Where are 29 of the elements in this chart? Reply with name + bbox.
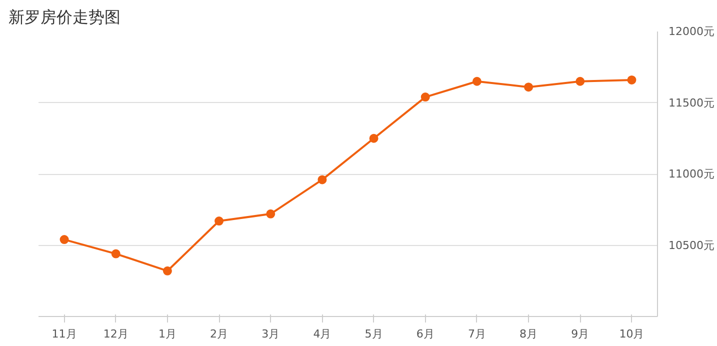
- point: [420, 92, 430, 102]
- point: [576, 76, 585, 86]
- y-tick-label: 12000元: [668, 25, 714, 38]
- point: [524, 82, 534, 92]
- chart-title: 新罗房价走势图: [8, 8, 120, 26]
- y-tick-label: 11000元: [668, 168, 714, 180]
- point: [318, 175, 327, 184]
- point: [111, 249, 120, 258]
- x-tick-label: 11月: [52, 328, 77, 340]
- point: [60, 235, 69, 244]
- x-tick-label: 1月: [158, 328, 176, 340]
- x-tick-label: 8月: [520, 328, 538, 340]
- point: [214, 216, 224, 226]
- point: [369, 134, 378, 143]
- point: [472, 76, 482, 86]
- point: [162, 266, 172, 276]
- point: [627, 75, 636, 84]
- x-tick-label: 6月: [416, 328, 434, 340]
- x-tick-label: 9月: [571, 328, 590, 340]
- x-tick-label: 5月: [364, 328, 383, 340]
- x-tick-label: 3月: [262, 328, 280, 340]
- x-tick-label: 10月: [619, 328, 644, 340]
- point: [266, 209, 276, 218]
- x-tick-label: 4月: [313, 328, 332, 340]
- x-tick-label: 2月: [210, 328, 228, 340]
- x-tick-label: 7月: [468, 328, 486, 340]
- y-tick-label: 11500元: [668, 96, 714, 110]
- x-tick-label: 12月: [103, 328, 128, 340]
- y-tick-label: 10500元: [668, 238, 714, 252]
